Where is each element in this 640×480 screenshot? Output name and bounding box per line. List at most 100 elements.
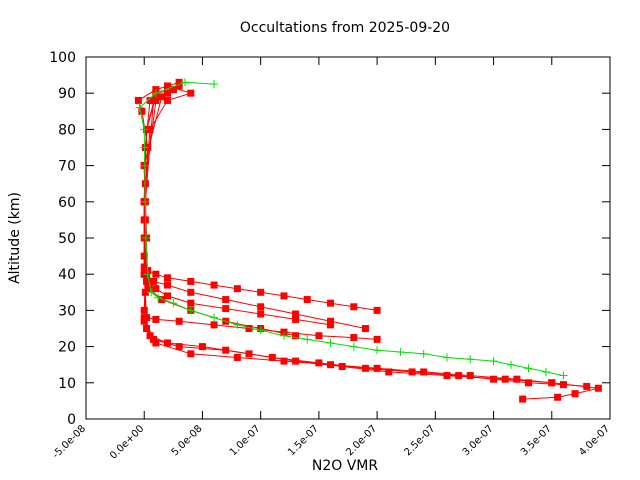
data-point xyxy=(222,305,230,313)
y-tick-label: 40 xyxy=(58,267,76,283)
series-red xyxy=(140,96,369,332)
data-point xyxy=(257,310,265,318)
y-tick-label: 100 xyxy=(49,50,76,66)
y-tick-label: 90 xyxy=(58,86,76,102)
data-point xyxy=(327,317,335,325)
series-red xyxy=(140,93,300,340)
data-point xyxy=(150,335,158,343)
data-point xyxy=(169,299,178,308)
data-point xyxy=(164,292,172,300)
data-point xyxy=(548,379,556,387)
y-axis-label: Altitude (km) xyxy=(7,192,23,284)
data-point xyxy=(292,357,300,365)
series-green xyxy=(135,78,568,380)
data-point xyxy=(280,292,288,300)
data-point xyxy=(466,355,475,364)
data-point xyxy=(175,343,183,351)
data-point xyxy=(490,375,498,383)
x-tick-label: 1.0e-07 xyxy=(228,423,263,458)
data-point xyxy=(164,339,172,347)
data-point xyxy=(164,96,172,104)
data-point xyxy=(140,161,149,170)
data-point xyxy=(466,372,474,380)
plot-frame xyxy=(85,56,611,420)
data-point xyxy=(292,310,300,318)
data-point xyxy=(164,281,172,289)
data-point xyxy=(140,125,149,134)
data-point xyxy=(338,363,346,371)
data-point xyxy=(150,277,158,285)
data-point xyxy=(541,367,550,376)
data-point xyxy=(257,288,265,296)
axis-ticks: 0 10 20 30 40 50 60 70 80 90 100 -5.0e-08 0.0e+00 5.0… xyxy=(49,50,612,462)
data-point xyxy=(144,277,152,285)
data-point xyxy=(140,317,148,325)
y-tick-label: 70 xyxy=(58,159,76,175)
data-point xyxy=(594,384,602,392)
data-point xyxy=(419,349,428,358)
data-point xyxy=(559,371,568,380)
data-point xyxy=(280,357,288,365)
series-red xyxy=(140,82,556,387)
x-axis-label: N2O VMR xyxy=(312,458,379,474)
data-point xyxy=(519,395,527,403)
data-point xyxy=(257,303,265,311)
x-tick-label: -5.0e-08 xyxy=(51,423,88,460)
data-point xyxy=(147,288,156,297)
y-tick-label: 20 xyxy=(58,340,76,356)
data-point xyxy=(373,346,382,355)
plot-area xyxy=(134,78,602,403)
data-point xyxy=(180,78,189,87)
data-point xyxy=(373,364,381,372)
data-point xyxy=(385,368,393,376)
y-tick-label: 50 xyxy=(58,231,76,247)
data-point xyxy=(210,80,219,89)
data-point xyxy=(315,332,323,340)
data-point xyxy=(158,296,166,304)
data-point xyxy=(151,89,160,98)
data-point xyxy=(158,93,166,101)
data-point xyxy=(349,342,358,351)
data-point xyxy=(152,270,160,278)
series-red xyxy=(140,89,335,329)
y-tick-label: 60 xyxy=(58,195,76,211)
data-point xyxy=(327,299,335,307)
x-tick-label: 1.5e-07 xyxy=(286,423,321,458)
data-point xyxy=(187,288,195,296)
data-point xyxy=(303,296,311,304)
series-line xyxy=(143,85,599,400)
data-point xyxy=(292,332,300,340)
data-point xyxy=(152,315,160,323)
data-point xyxy=(210,321,218,329)
data-point xyxy=(489,357,498,366)
data-point xyxy=(146,332,154,340)
data-point xyxy=(175,317,183,325)
data-point xyxy=(152,339,160,347)
series-red xyxy=(140,86,381,314)
data-point xyxy=(187,299,195,307)
data-point xyxy=(524,379,532,387)
data-point xyxy=(559,381,567,389)
data-point xyxy=(141,197,150,206)
data-point xyxy=(455,372,463,380)
data-point xyxy=(303,335,312,344)
data-point xyxy=(138,107,146,115)
data-point xyxy=(256,326,265,335)
series-red xyxy=(140,82,602,403)
data-point xyxy=(141,234,150,242)
data-point xyxy=(501,375,509,383)
data-point xyxy=(143,325,151,332)
data-point xyxy=(150,96,158,104)
series-line xyxy=(143,100,366,329)
data-point xyxy=(152,285,160,293)
data-point xyxy=(135,103,144,112)
y-tick-label: 0 xyxy=(67,412,76,428)
data-point xyxy=(175,78,183,86)
data-point xyxy=(245,350,253,358)
data-point xyxy=(233,320,242,329)
data-point xyxy=(292,315,300,323)
data-point xyxy=(233,285,241,293)
data-point xyxy=(396,348,405,357)
data-point xyxy=(187,350,195,358)
